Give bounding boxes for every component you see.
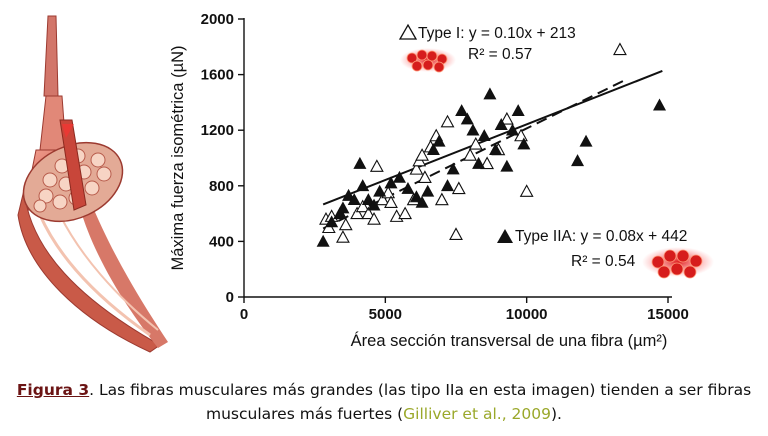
y-tick-label: 1600: [201, 67, 234, 84]
type-iia-point: [367, 198, 381, 211]
type-iia-r2: R² = 0.54: [571, 253, 636, 270]
type-iia-point: [460, 112, 474, 125]
type-iia-point: [325, 215, 339, 228]
type-i-point: [336, 230, 350, 243]
legend-type-i: Type I: y = 0.10x + 213 R² = 0.57: [398, 23, 576, 73]
type-iia-point: [472, 156, 486, 169]
type-iia-point: [511, 104, 525, 117]
type-i-point: [440, 114, 455, 128]
type-i-point: [409, 161, 424, 175]
y-axis-label: Máxima fuerza isométrica (µN): [169, 46, 187, 271]
type-iia-point: [466, 123, 480, 136]
type-i-point: [338, 217, 353, 231]
type-iia-point: [483, 87, 497, 100]
legend-type-iia: Type IIA: y = 0.08x + 442 R² = 0.54: [497, 228, 714, 279]
type-i-fit-line: [322, 78, 627, 230]
type-iia-point: [500, 159, 514, 172]
x-ticks: 0 5000 10000 15000: [240, 297, 689, 323]
type-iia-equation: Type IIA: y = 0.08x + 442: [515, 228, 687, 245]
type-i-point: [417, 170, 432, 184]
x-tick-label: 15000: [647, 306, 689, 323]
type-i-point: [613, 42, 627, 56]
x-tick-label: 5000: [369, 306, 402, 323]
type-iia-point: [401, 181, 415, 194]
y-tick-label: 800: [209, 178, 234, 195]
type-iia-point: [653, 98, 667, 111]
caption-end: ).: [551, 405, 562, 423]
caption-citation-link[interactable]: Gilliver et al., 2009: [403, 405, 551, 423]
type-iia-fit-line: [322, 70, 663, 206]
type-i-point: [519, 184, 534, 197]
type-i-point: [361, 206, 376, 220]
type-i-point: [480, 156, 495, 170]
data-points: [316, 42, 667, 247]
type-iia-point: [517, 137, 531, 150]
type-iia-point: [426, 143, 440, 155]
type-iia-point: [356, 179, 370, 192]
type-iia-fiber-image: [642, 247, 714, 279]
axes: [243, 18, 672, 298]
type-iia-point: [477, 129, 491, 142]
type-iia-point: [409, 190, 423, 203]
type-i-point: [468, 136, 483, 150]
type-iia-point: [455, 104, 469, 117]
type-i-point: [375, 192, 390, 206]
y-tick-label: 400: [209, 233, 234, 250]
type-iia-point: [336, 201, 350, 214]
x-tick-label: 0: [240, 306, 248, 323]
type-iia-point: [342, 188, 356, 201]
type-i-point: [451, 181, 466, 195]
type-i-point: [398, 206, 413, 220]
figure-caption: Figura 3. Las fibras musculares más gran…: [6, 378, 762, 426]
type-iia-point: [361, 193, 375, 205]
type-i-r2: R² = 0.57: [468, 46, 532, 63]
type-iia-point: [571, 154, 585, 167]
legend-open-triangle-icon: [398, 23, 418, 40]
type-iia-point: [506, 123, 520, 136]
figure: 0 400 800 1200 1600 2000 0 5000 10000 15000 Máxi…: [17, 11, 714, 353]
type-iia-point: [446, 162, 460, 175]
type-iia-point: [347, 193, 361, 205]
type-i-point: [369, 159, 384, 172]
caption-label: Figura 3: [16, 381, 90, 399]
x-axis-label: Área sección transversal de una fibra (µ…: [351, 331, 668, 350]
type-i-point: [350, 206, 364, 220]
type-i-point: [355, 199, 370, 213]
type-iia-point: [489, 143, 503, 155]
type-iia-point: [432, 134, 446, 147]
caption-text: . Las fibras musculares más grandes (las…: [89, 381, 752, 423]
type-iia-point: [579, 134, 593, 147]
y-ticks: 0 400 800 1200 1600 2000: [201, 11, 244, 306]
type-iia-point: [316, 234, 330, 247]
type-iia-point: [373, 184, 387, 197]
type-iia-point: [392, 170, 406, 183]
muscle-illustration: [17, 15, 168, 353]
type-i-point: [384, 195, 398, 209]
y-tick-label: 2000: [201, 11, 234, 28]
type-i-fiber-image: [400, 48, 456, 73]
type-i-point: [463, 148, 478, 161]
y-tick-label: 1200: [201, 122, 234, 139]
legend-filled-triangle-icon: [497, 229, 513, 243]
x-tick-label: 10000: [506, 306, 548, 323]
y-tick-label: 0: [226, 289, 234, 306]
type-i-point: [449, 227, 463, 240]
type-i-point: [499, 111, 514, 125]
type-iia-point: [421, 184, 435, 197]
type-iia-point: [353, 156, 367, 169]
type-i-point: [415, 148, 430, 161]
type-iia-point: [415, 195, 429, 208]
type-i-point: [367, 212, 381, 225]
type-i-equation: Type I: y = 0.10x + 213: [418, 25, 576, 42]
type-iia-point: [441, 179, 455, 192]
type-i-point: [434, 192, 449, 206]
type-iia-point: [494, 118, 508, 130]
